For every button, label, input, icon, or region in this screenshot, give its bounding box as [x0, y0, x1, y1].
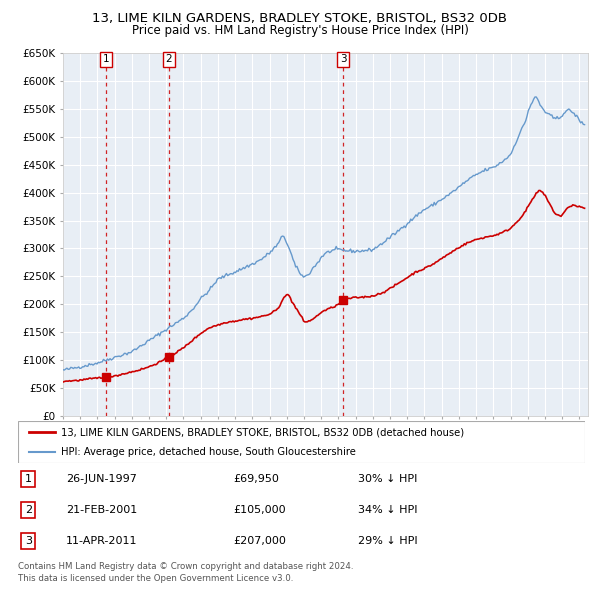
- Text: 26-JUN-1997: 26-JUN-1997: [66, 474, 137, 484]
- Text: 3: 3: [340, 54, 347, 64]
- Text: 3: 3: [25, 536, 32, 546]
- Text: 1: 1: [25, 474, 32, 484]
- Text: 2: 2: [166, 54, 172, 64]
- Text: £207,000: £207,000: [233, 536, 286, 546]
- Text: Contains HM Land Registry data © Crown copyright and database right 2024.: Contains HM Land Registry data © Crown c…: [18, 562, 353, 571]
- Text: 13, LIME KILN GARDENS, BRADLEY STOKE, BRISTOL, BS32 0DB (detached house): 13, LIME KILN GARDENS, BRADLEY STOKE, BR…: [61, 427, 464, 437]
- Text: This data is licensed under the Open Government Licence v3.0.: This data is licensed under the Open Gov…: [18, 574, 293, 583]
- Text: 30% ↓ HPI: 30% ↓ HPI: [358, 474, 418, 484]
- Text: 21-FEB-2001: 21-FEB-2001: [66, 505, 137, 515]
- Text: 11-APR-2011: 11-APR-2011: [66, 536, 137, 546]
- FancyBboxPatch shape: [18, 421, 585, 463]
- Text: £69,950: £69,950: [233, 474, 280, 484]
- Text: 34% ↓ HPI: 34% ↓ HPI: [358, 505, 418, 515]
- Text: 13, LIME KILN GARDENS, BRADLEY STOKE, BRISTOL, BS32 0DB: 13, LIME KILN GARDENS, BRADLEY STOKE, BR…: [92, 12, 508, 25]
- Text: Price paid vs. HM Land Registry's House Price Index (HPI): Price paid vs. HM Land Registry's House …: [131, 24, 469, 37]
- Text: HPI: Average price, detached house, South Gloucestershire: HPI: Average price, detached house, Sout…: [61, 447, 355, 457]
- Text: 29% ↓ HPI: 29% ↓ HPI: [358, 536, 418, 546]
- Text: 2: 2: [25, 505, 32, 515]
- Text: £105,000: £105,000: [233, 505, 286, 515]
- Text: 1: 1: [103, 54, 109, 64]
